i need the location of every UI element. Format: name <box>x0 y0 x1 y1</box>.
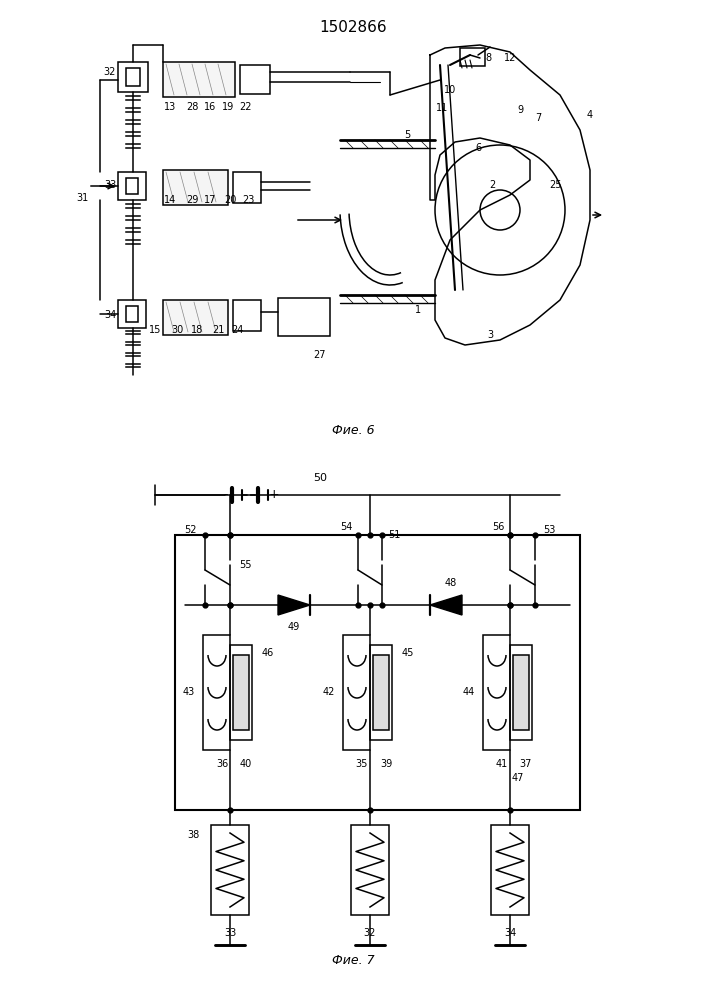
Text: 17: 17 <box>204 195 216 205</box>
Bar <box>118 172 146 200</box>
Bar <box>126 306 138 322</box>
Text: 13: 13 <box>164 102 176 112</box>
Text: 38: 38 <box>187 830 199 840</box>
Text: 5: 5 <box>404 130 410 140</box>
Text: 48: 48 <box>445 578 457 588</box>
Text: 8: 8 <box>485 53 491 63</box>
Text: 14: 14 <box>164 195 176 205</box>
Text: 56: 56 <box>492 522 504 532</box>
Text: 7: 7 <box>535 113 541 123</box>
Text: +: + <box>269 488 279 502</box>
Text: 27: 27 <box>314 350 326 360</box>
Text: 15: 15 <box>148 325 161 335</box>
Bar <box>483 635 510 750</box>
Text: 43: 43 <box>183 687 195 697</box>
Text: 24: 24 <box>230 325 243 335</box>
Text: 10: 10 <box>444 85 456 95</box>
Bar <box>233 300 261 331</box>
Polygon shape <box>278 595 310 615</box>
Text: 32: 32 <box>364 928 376 938</box>
Text: 23: 23 <box>242 195 255 205</box>
Text: 32: 32 <box>104 67 116 77</box>
Text: 31: 31 <box>76 193 88 203</box>
Text: 4: 4 <box>587 110 593 120</box>
Text: 39: 39 <box>380 759 392 769</box>
Text: 16: 16 <box>204 102 216 112</box>
Text: 20: 20 <box>224 195 236 205</box>
Text: 2: 2 <box>489 180 495 190</box>
Bar <box>351 825 389 915</box>
Bar <box>211 825 249 915</box>
Text: 1502866: 1502866 <box>319 20 387 35</box>
Text: 22: 22 <box>240 102 252 112</box>
Text: 11: 11 <box>436 103 448 113</box>
Text: 55: 55 <box>239 560 251 570</box>
Bar <box>233 655 249 730</box>
Bar <box>118 62 148 92</box>
Text: 47: 47 <box>512 773 524 783</box>
Text: 42: 42 <box>323 687 335 697</box>
Text: 25: 25 <box>549 180 561 190</box>
Text: 44: 44 <box>463 687 475 697</box>
Bar <box>203 635 230 750</box>
Bar <box>175 535 580 810</box>
Text: 3: 3 <box>487 330 493 340</box>
Bar <box>163 170 228 205</box>
Text: 33: 33 <box>104 180 116 190</box>
Bar <box>240 65 270 94</box>
Text: 37: 37 <box>520 759 532 769</box>
Text: 18: 18 <box>191 325 203 335</box>
Bar <box>126 68 140 86</box>
Bar <box>373 655 389 730</box>
Text: 9: 9 <box>517 105 523 115</box>
Text: 29: 29 <box>186 195 198 205</box>
Text: 19: 19 <box>222 102 234 112</box>
Text: 40: 40 <box>240 759 252 769</box>
Bar <box>163 300 228 335</box>
Text: 52: 52 <box>184 525 197 535</box>
Text: 51: 51 <box>388 530 400 540</box>
Bar <box>126 178 138 194</box>
Bar <box>460 48 485 66</box>
Text: Фие. 7: Фие. 7 <box>332 954 374 966</box>
Bar <box>230 645 252 740</box>
Text: 34: 34 <box>504 928 516 938</box>
Bar <box>278 298 330 336</box>
Text: 49: 49 <box>288 622 300 632</box>
Bar <box>491 825 529 915</box>
Text: 45: 45 <box>402 648 414 658</box>
Text: -: - <box>223 488 228 502</box>
Text: 35: 35 <box>356 759 368 769</box>
Text: 41: 41 <box>496 759 508 769</box>
Text: 30: 30 <box>171 325 183 335</box>
Text: 33: 33 <box>224 928 236 938</box>
Text: 6: 6 <box>475 143 481 153</box>
Bar <box>233 172 261 203</box>
Text: 54: 54 <box>340 522 352 532</box>
Text: Фие. 6: Фие. 6 <box>332 424 374 436</box>
Bar <box>118 300 146 328</box>
Text: 34: 34 <box>104 310 116 320</box>
Text: 12: 12 <box>504 53 516 63</box>
Text: 28: 28 <box>186 102 198 112</box>
Text: 50: 50 <box>313 473 327 483</box>
Text: 36: 36 <box>216 759 228 769</box>
Bar <box>163 62 235 97</box>
Text: 1: 1 <box>415 305 421 315</box>
Bar <box>343 635 370 750</box>
Bar <box>510 645 532 740</box>
Text: 21: 21 <box>212 325 224 335</box>
Bar <box>370 645 392 740</box>
Text: 46: 46 <box>262 648 274 658</box>
Text: 53: 53 <box>543 525 555 535</box>
Bar <box>513 655 529 730</box>
Polygon shape <box>430 595 462 615</box>
